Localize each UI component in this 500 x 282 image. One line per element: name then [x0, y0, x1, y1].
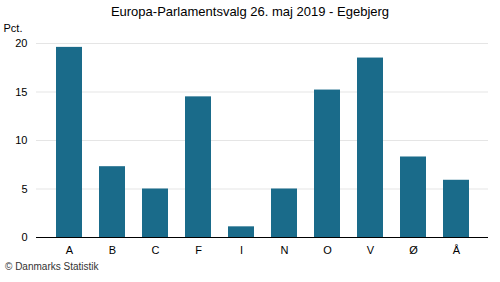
html-text:© Danmarks Statistik: © Danmarks Statistik: [5, 261, 99, 272]
svg-text:Pct.: Pct.: [4, 22, 23, 34]
svg-text:A: A: [66, 244, 74, 256]
svg-text:Ø: Ø: [409, 244, 418, 256]
svg-text:C: C: [152, 244, 160, 256]
svg-text:B: B: [109, 244, 116, 256]
svg-text:10: 10: [15, 134, 27, 146]
svg-text:I: I: [240, 244, 243, 256]
svg-text:5: 5: [21, 183, 27, 195]
svg-text:N: N: [281, 244, 289, 256]
svg-text:15: 15: [15, 86, 27, 98]
svg-text:V: V: [367, 244, 375, 256]
svg-text:20: 20: [15, 37, 27, 49]
html-text:Europa-Parlamentsvalg 26. maj: Europa-Parlamentsvalg 26. maj 2019 - Ege…: [110, 4, 390, 19]
svg-text:Å: Å: [453, 244, 461, 256]
svg-text:F: F: [195, 244, 202, 256]
svg-text:O: O: [323, 244, 332, 256]
svg-text:0: 0: [21, 231, 27, 243]
